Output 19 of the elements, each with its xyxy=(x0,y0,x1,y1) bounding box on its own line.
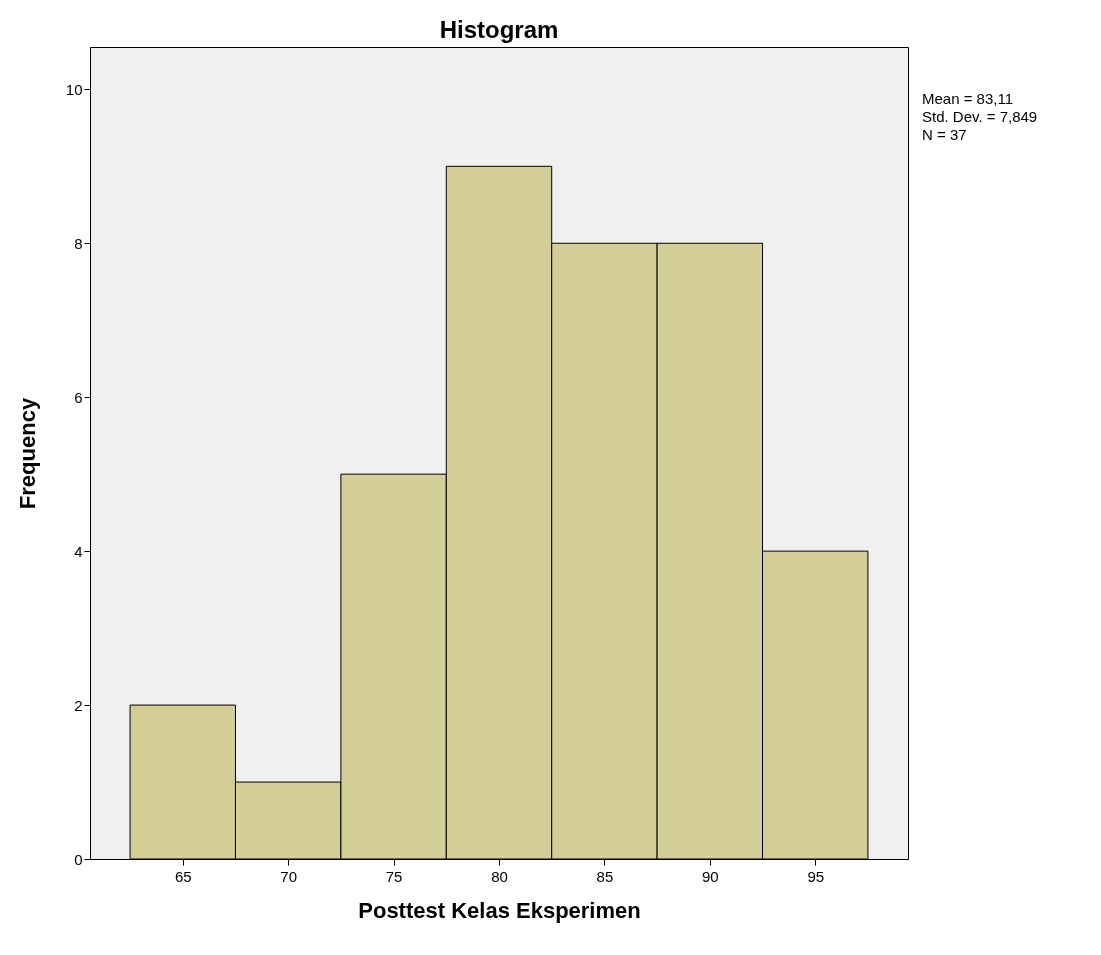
y-tick-label: 8 xyxy=(74,234,83,252)
y-tick-label: 0 xyxy=(74,850,83,868)
x-tick-label: 95 xyxy=(807,867,825,885)
text: N = 37 xyxy=(922,126,968,144)
x-tick-label: 90 xyxy=(701,867,719,885)
x-tick-label: 65 xyxy=(174,867,192,885)
text: Std. Dev. = 7,849 xyxy=(922,108,1038,126)
text: Mean = 83,11 xyxy=(922,90,1015,108)
y-tick-label: 10 xyxy=(65,80,83,98)
chart-title: Histogram xyxy=(439,16,559,43)
x-axis-title: Posttest Kelas Eksperimen xyxy=(358,897,641,923)
y-axis-title: Frequency xyxy=(14,397,40,510)
x-tick-label: 85 xyxy=(596,867,614,885)
y-tick-label: 2 xyxy=(74,696,83,714)
x-tick-label: 70 xyxy=(280,867,298,885)
y-tick-label: 4 xyxy=(74,542,83,560)
x-tick-label: 80 xyxy=(491,867,508,885)
y-tick-label: 6 xyxy=(74,388,83,406)
x-tick-label: 75 xyxy=(385,867,403,885)
